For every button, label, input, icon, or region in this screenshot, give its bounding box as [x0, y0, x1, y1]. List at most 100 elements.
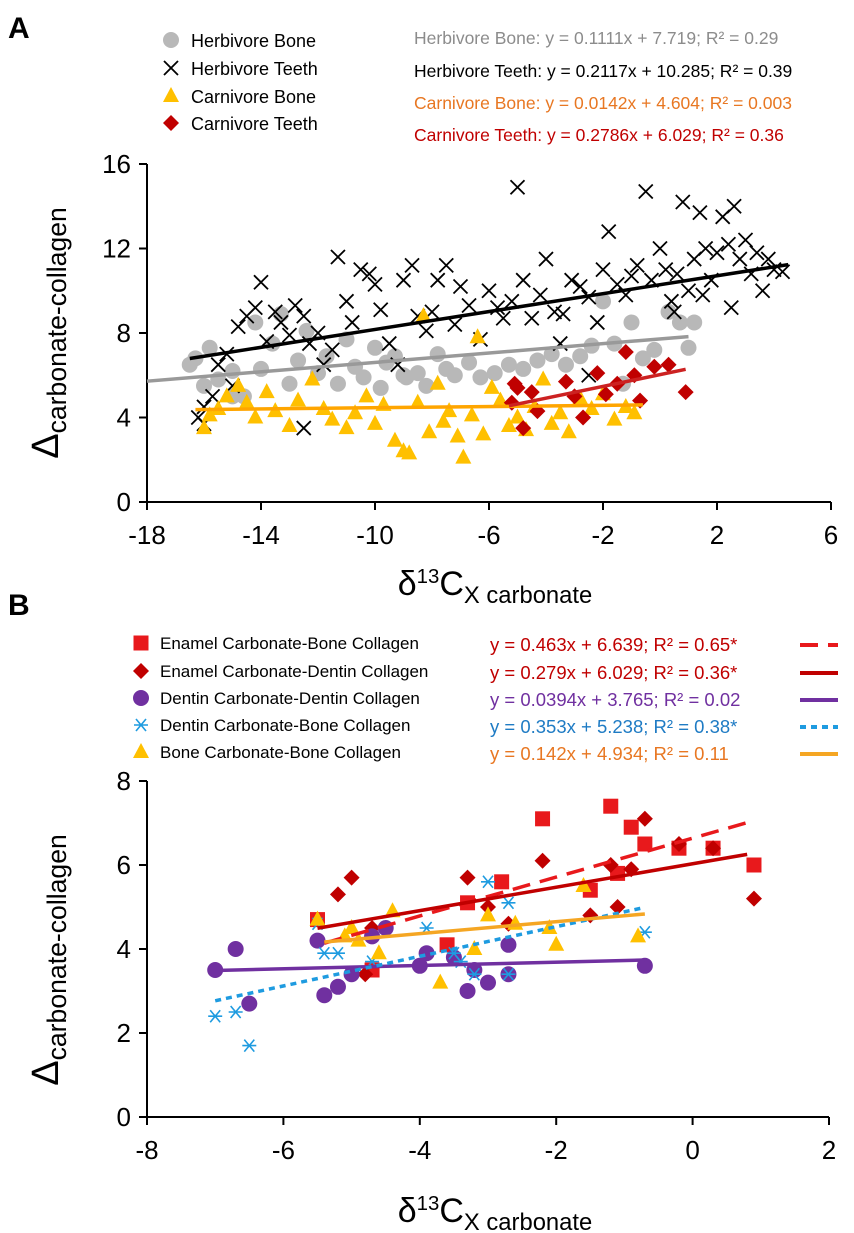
- data-point: [287, 297, 303, 314]
- trendline-1: [189, 262, 789, 361]
- data-point: [532, 287, 548, 303]
- data-point: [515, 420, 532, 437]
- data-point: [534, 852, 551, 869]
- data-point: [370, 944, 387, 960]
- data-point: [595, 293, 611, 310]
- data-point: [475, 425, 492, 441]
- legend-label: Enamel Carbonate-Bone Collagen: [160, 634, 419, 653]
- data-point: [298, 322, 315, 339]
- trendline-0: [146, 334, 689, 383]
- data-point: [435, 412, 452, 428]
- data-point: [281, 375, 298, 392]
- data-point: [296, 420, 312, 436]
- series-1: [329, 810, 762, 983]
- data-point: [555, 306, 571, 322]
- data-point: [557, 356, 574, 373]
- data-point: [230, 319, 246, 335]
- data-point: [316, 357, 332, 373]
- data-point: [597, 386, 614, 403]
- data-point: [338, 419, 355, 435]
- data-point: [646, 341, 663, 358]
- data-point: [695, 287, 711, 303]
- data-point: [589, 365, 606, 382]
- legend-label: Herbivore Teeth: [191, 59, 318, 79]
- data-point: [483, 378, 500, 394]
- data-point: [692, 204, 708, 221]
- equation-label: y = 0.463x + 6.639; R² = 0.65*: [490, 634, 737, 655]
- data-point: [196, 377, 212, 394]
- chart-b: 0 2 4 6 8 -8 -6 -4 -2 0 2 Enamel Carbonate-Bone Col…: [25, 634, 838, 1233]
- x-tick-label: -4: [408, 1135, 431, 1165]
- data-point: [242, 1039, 257, 1053]
- legend-label: Herbivore Bone: [191, 31, 316, 51]
- data-point: [441, 402, 458, 418]
- data-point: [344, 314, 360, 331]
- data-point: [589, 314, 605, 331]
- legend-label: Dentin Carbonate-Dentin Collagen: [160, 689, 420, 708]
- data-point: [273, 314, 289, 331]
- data-point: [381, 335, 397, 352]
- data-point: [330, 946, 345, 960]
- data-point: [760, 251, 776, 267]
- data-point: [535, 370, 552, 386]
- data-point: [572, 348, 589, 365]
- data-point: [452, 278, 469, 295]
- data-point: [543, 414, 560, 430]
- data-point: [247, 300, 263, 316]
- data-point: [480, 906, 496, 922]
- data-point: [595, 261, 611, 278]
- data-point: [626, 404, 643, 420]
- data-point: [609, 899, 626, 915]
- data-point: [677, 384, 694, 401]
- x-axis-symbol: δ: [398, 565, 417, 603]
- data-point: [272, 305, 289, 322]
- data-point: [535, 811, 551, 827]
- legend-marker: [163, 87, 179, 102]
- data-point: [201, 339, 218, 356]
- y-tick-label: 4: [117, 403, 131, 433]
- data-point: [430, 272, 446, 288]
- data-point: [575, 877, 592, 892]
- data-point: [238, 393, 255, 409]
- data-point: [623, 314, 640, 331]
- x-tick-label: 2: [710, 520, 724, 550]
- x-tick-label: -18: [128, 520, 166, 550]
- data-point: [373, 302, 389, 318]
- legend-marker: [133, 663, 149, 679]
- data-point: [515, 360, 532, 377]
- data-point: [447, 316, 463, 333]
- y-tick-label: 4: [117, 934, 131, 964]
- data-point: [709, 245, 725, 261]
- y-tick-label: 8: [117, 766, 131, 796]
- equation-label: Herbivore Bone: y = 0.1111x + 7.719; R² …: [414, 28, 778, 48]
- data-point: [675, 194, 691, 210]
- y-tick-label: 8: [117, 318, 131, 348]
- data-point: [395, 272, 412, 288]
- data-point: [461, 297, 477, 314]
- data-point: [472, 369, 489, 386]
- data-point: [494, 874, 510, 890]
- x-tick-label: -8: [135, 1135, 158, 1165]
- data-point: [652, 240, 668, 257]
- data-point: [500, 416, 517, 432]
- y-axis-symbol: Δ: [25, 1060, 67, 1085]
- x-tick-label: 0: [685, 1135, 699, 1165]
- x-tick-label: -14: [242, 520, 280, 550]
- data-point: [557, 373, 574, 390]
- data-point: [329, 978, 346, 995]
- data-point: [720, 236, 737, 252]
- y-tick-label: 6: [117, 850, 131, 880]
- data-point: [429, 374, 446, 390]
- data-point: [506, 375, 523, 392]
- data-point: [281, 416, 298, 432]
- data-point: [208, 1009, 223, 1023]
- data-point: [372, 379, 389, 396]
- x-axis-symbol: δ: [398, 1192, 417, 1230]
- data-point: [515, 272, 531, 288]
- data-point: [564, 272, 580, 288]
- x-axis-sub: X carbonate: [464, 582, 592, 609]
- data-point: [726, 198, 742, 214]
- x-tick-label: -6: [272, 1135, 295, 1165]
- data-point: [671, 314, 688, 331]
- legend-label: Dentin Carbonate-Bone Collagen: [160, 716, 410, 735]
